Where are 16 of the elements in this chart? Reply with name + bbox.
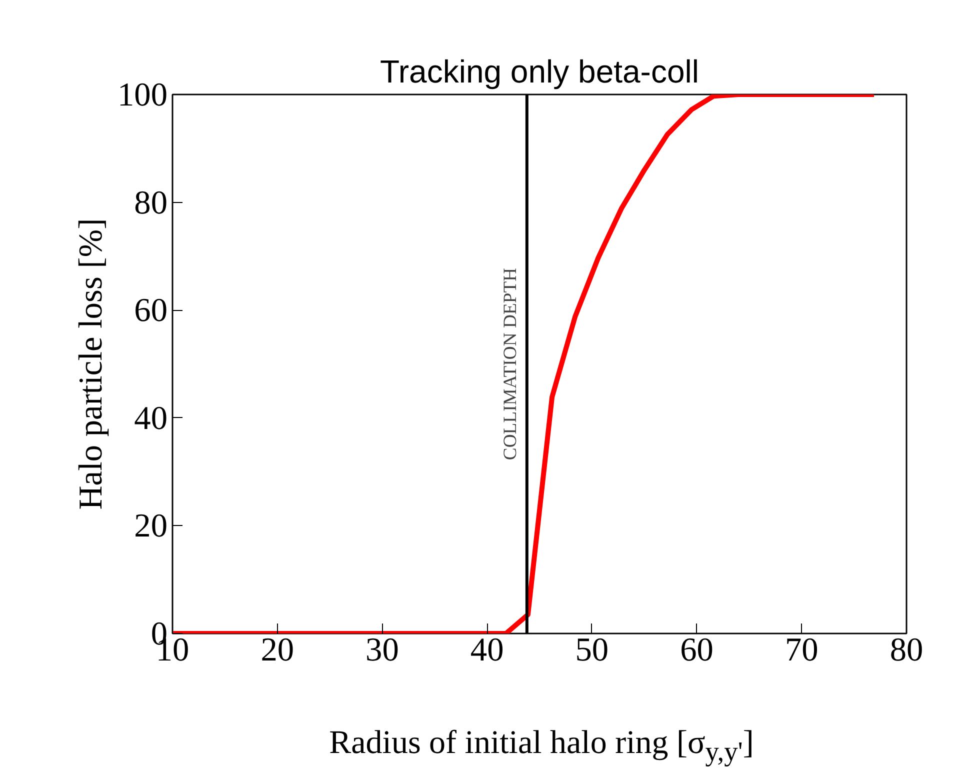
x-tick-label: 60 xyxy=(680,632,714,668)
y-tick-label: 100 xyxy=(118,76,168,114)
y-axis-title: Halo particle loss [%] xyxy=(72,218,110,510)
y-tick-label: 60 xyxy=(134,292,168,330)
chart-title: Tracking only beta-coll xyxy=(380,54,699,90)
x-tick-label: 30 xyxy=(366,632,399,668)
x-axis-title: Radius of initial halo ring [σ$_{y,y'}$] xyxy=(329,724,754,769)
x-tick-label: 80 xyxy=(890,632,924,668)
x-tick-label: 40 xyxy=(470,632,504,668)
ref-line-label: COLLIMATION DEPTH xyxy=(500,268,521,460)
x-tick-label: 20 xyxy=(260,632,294,668)
y-tick-label: 80 xyxy=(134,184,168,222)
y-tick-label: 20 xyxy=(134,508,168,545)
y-tick-label: 40 xyxy=(134,400,168,437)
x-tick-label: 70 xyxy=(784,632,818,668)
x-tick-label: 50 xyxy=(575,632,609,668)
